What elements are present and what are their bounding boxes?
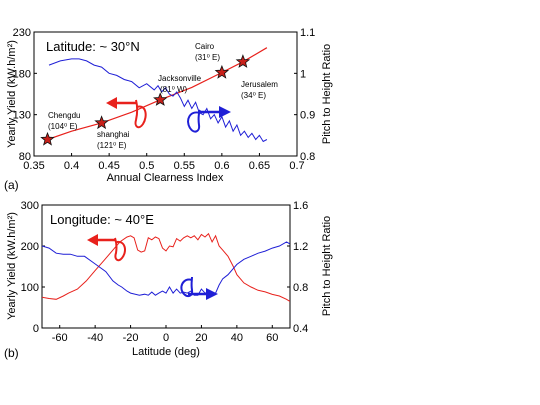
y-tick-label-left: 0 bbox=[33, 323, 39, 335]
x-axis-label: Latitude (deg) bbox=[132, 346, 200, 358]
y-tick-label-right: 1.1 bbox=[300, 27, 315, 39]
x-tick-label: 0.4 bbox=[64, 160, 79, 172]
panel-title: Longitude: ~ 40°E bbox=[50, 212, 154, 227]
right-axis-indicator-arrow bbox=[180, 276, 218, 300]
x-tick-label: 40 bbox=[231, 332, 243, 344]
y-tick-label-right: 0.8 bbox=[300, 151, 315, 163]
city-longitude: (104⁰ E) bbox=[48, 122, 78, 131]
panel-title: Latitude: ~ 30°N bbox=[46, 39, 140, 54]
y-tick-label-left: 130 bbox=[13, 110, 31, 122]
y-tick-label-left: 230 bbox=[13, 27, 31, 39]
y-axis-label-right: Pitch to Height Ratio bbox=[321, 216, 333, 316]
city-longitude: (121⁰ E) bbox=[97, 141, 127, 150]
city-label: Cairo bbox=[195, 42, 215, 51]
left-axis-indicator-arrow bbox=[106, 97, 147, 129]
city-star-marker bbox=[235, 54, 251, 68]
city-star-marker bbox=[40, 131, 55, 146]
x-tick-label: 0.45 bbox=[98, 160, 119, 172]
y-tick-label-right: 0.9 bbox=[300, 110, 315, 122]
plot-frame bbox=[33, 31, 298, 157]
series-line-yield bbox=[42, 232, 290, 302]
x-tick-label: 0.7 bbox=[289, 160, 304, 172]
series-line-pitch-ratio bbox=[48, 58, 268, 143]
x-tick-label: -40 bbox=[87, 332, 103, 344]
x-tick-label: -20 bbox=[123, 332, 139, 344]
panel-label: (a) bbox=[4, 178, 19, 192]
y-axis-label-right: Pitch to Height Ratio bbox=[321, 44, 333, 144]
panel-a: 0.35 0.4 0.45 0.5 0.55 0.6 0.65 0.7 80 130 180 230… bbox=[4, 27, 333, 192]
city-longitude: (34⁰ E) bbox=[241, 91, 266, 100]
y-tick-label-right: 0.8 bbox=[293, 282, 308, 294]
city-star-marker bbox=[214, 64, 230, 79]
y-tick-label-right: 1.2 bbox=[293, 241, 308, 253]
x-tick-label: 0.5 bbox=[139, 160, 154, 172]
series-line-pitch-ratio bbox=[42, 241, 290, 296]
x-tick-label: 0.65 bbox=[249, 160, 270, 172]
city-label: shanghai bbox=[97, 130, 130, 139]
x-tick-label: 20 bbox=[195, 332, 207, 344]
x-axis-label: Annual Clearness Index bbox=[107, 172, 224, 184]
city-label: Jerusalem bbox=[241, 80, 278, 89]
city-longitude: (31⁰ E) bbox=[195, 53, 220, 62]
city-longitude: (81⁰ W) bbox=[160, 85, 188, 94]
y-tick-label-left: 80 bbox=[19, 151, 31, 163]
y-tick-label-left: 180 bbox=[13, 68, 31, 80]
y-tick-label-right: 1 bbox=[300, 68, 306, 80]
y-tick-label-left: 100 bbox=[21, 282, 39, 294]
x-tick-label: 0 bbox=[163, 332, 169, 344]
y-tick-label-right: 0.4 bbox=[293, 323, 308, 335]
left-axis-indicator-arrow bbox=[87, 234, 126, 262]
city-star-marker bbox=[94, 115, 109, 130]
y-tick-label-left: 300 bbox=[21, 200, 39, 212]
city-star-marker bbox=[153, 92, 168, 106]
y-axis-label-left: Yearly Yield (kW.h/m²) bbox=[6, 212, 18, 320]
y-axis-label-left: Yearly Yield (kW.h/m²) bbox=[6, 40, 18, 148]
panel-b: -60 -40 -20 0 20 40 60 0 100 200 300 0.4 0.8 1.2 1.6… bbox=[4, 200, 333, 360]
right-axis-indicator-arrow bbox=[187, 106, 231, 133]
x-tick-label: 0.6 bbox=[214, 160, 229, 172]
series-line-yield bbox=[47, 47, 268, 141]
panel-label: (b) bbox=[4, 346, 19, 360]
y-tick-label-right: 1.6 bbox=[293, 200, 308, 212]
x-tick-label: 0.55 bbox=[174, 160, 195, 172]
x-tick-label: -60 bbox=[52, 332, 68, 344]
city-label: Jacksonville bbox=[158, 74, 202, 83]
x-tick-label: 0.35 bbox=[23, 160, 44, 172]
x-tick-label: 60 bbox=[266, 332, 278, 344]
city-label: Chengdu bbox=[48, 111, 80, 120]
y-tick-label-left: 200 bbox=[21, 241, 39, 253]
